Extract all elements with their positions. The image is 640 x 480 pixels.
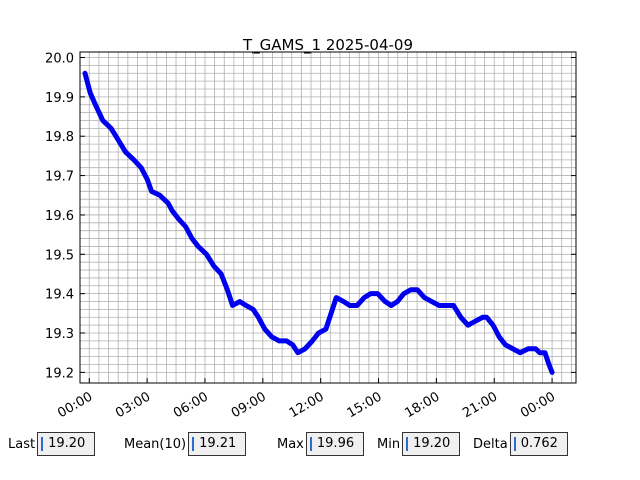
x-tick-label: 03:00 — [113, 389, 153, 421]
x-tick-label: 18:00 — [402, 389, 442, 421]
plot-frame — [79, 51, 577, 384]
y-tick-label: 19.9 — [45, 91, 74, 106]
stat-value: 0.762 — [509, 432, 568, 456]
chart: T_GAMS_1 2025-04-09 19.2 19.3 19.4 19.5 19.6… — [45, 36, 577, 421]
y-tick-label: 20.0 — [45, 52, 74, 67]
y-tick-label: 19.6 — [45, 209, 74, 224]
x-tick-label: 12:00 — [287, 389, 327, 421]
stat-label: Last — [8, 436, 36, 452]
x-tick-label: 00:00 — [55, 389, 95, 421]
stat-value: 19.20 — [37, 432, 96, 456]
stat: Min 19.20 — [377, 432, 461, 456]
x-tick-label: 21:00 — [460, 389, 500, 421]
stat: Mean(10) 19.21 — [124, 432, 247, 456]
y-tick-label: 19.4 — [45, 288, 74, 303]
y-tick-label: 19.7 — [45, 170, 74, 185]
stat-label: Min — [377, 436, 401, 452]
y-tick-label: 19.2 — [45, 366, 74, 381]
data-line — [82, 70, 555, 375]
stat-label: Mean(10) — [124, 436, 187, 452]
y-tick-label: 19.8 — [45, 130, 74, 145]
chart-title: T_GAMS_1 2025-04-09 — [242, 36, 413, 55]
stat-value: 19.21 — [188, 432, 247, 456]
stat: Delta 0.762 — [473, 432, 568, 456]
stat: Last 19.20 — [8, 432, 96, 456]
stat-label: Delta — [473, 436, 508, 452]
stat-value: 19.20 — [402, 432, 461, 456]
stat: Max 19.96 — [277, 432, 364, 456]
y-tick-label: 19.3 — [45, 327, 74, 342]
x-tick-label: 15:00 — [345, 389, 385, 421]
stat-value: 19.96 — [305, 432, 364, 456]
x-tick-label: 06:00 — [171, 389, 211, 421]
x-tick-label: 09:00 — [229, 389, 269, 421]
y-tick-label: 19.5 — [45, 248, 74, 263]
stats-bar: Last 19.20 Mean(10) 19.21 Max 19.96 Min 19.20 De… — [0, 432, 640, 456]
x-tick-label: 00:00 — [518, 389, 558, 421]
stat-label: Max — [277, 436, 304, 452]
